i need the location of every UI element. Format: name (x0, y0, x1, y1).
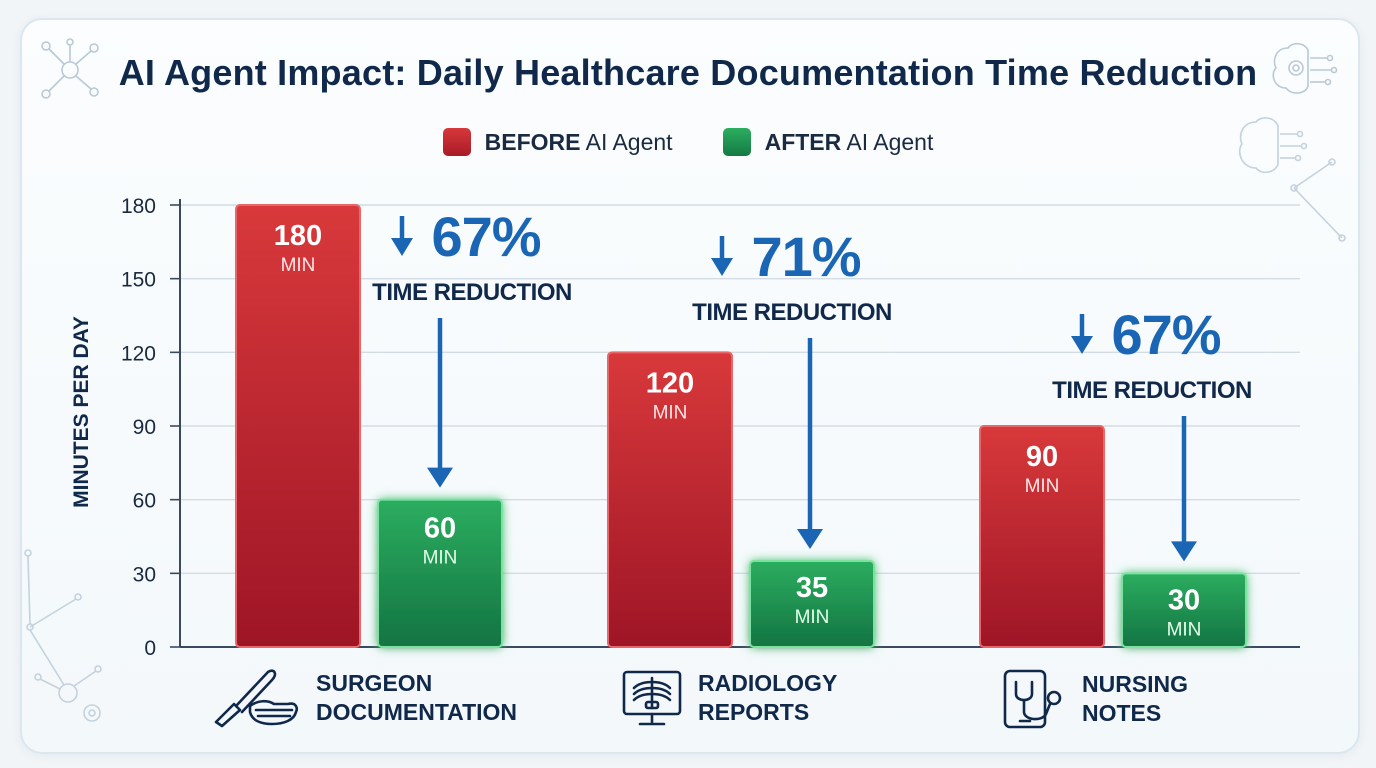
y-tick-label: 0 (144, 637, 156, 660)
bar-value-label: 90 (1026, 441, 1058, 473)
reduction-arrow-head (427, 467, 453, 488)
reduction-percent: 71% (751, 225, 860, 288)
bar-unit-label: MIN (281, 255, 316, 276)
bar-unit-label: MIN (423, 548, 458, 569)
tablet-stethoscope-icon (1003, 669, 1062, 729)
bar-after (377, 498, 503, 648)
legend-swatch-after (722, 128, 751, 156)
bar-unit-label: MIN (1167, 619, 1202, 640)
legend-label-after: AFTER AI Agent (764, 128, 934, 155)
reduction-label: TIME REDUCTION (1052, 377, 1252, 404)
y-tick-label: 30 (133, 563, 156, 586)
brain-gear-icon (1272, 42, 1338, 94)
bar-unit-label: MIN (1025, 476, 1060, 497)
bar-unit-label: MIN (653, 402, 688, 423)
bar-unit-label: MIN (795, 607, 830, 628)
reduction-annotation: 67% TIME REDUCTION (1052, 303, 1252, 562)
category-surgeon: SURGEON DOCUMENTATION (212, 668, 517, 728)
y-tick-label: 90 (133, 416, 156, 439)
legend-item-before: BEFORE AI Agent (442, 128, 673, 156)
y-tick-label: 180 (121, 195, 156, 218)
legend: BEFORE AI Agent AFTER AI Agent (0, 128, 1376, 156)
category-label-surgeon: SURGEON DOCUMENTATION (316, 670, 518, 725)
bar-value-label: 60 (424, 513, 456, 545)
bar-before (979, 425, 1105, 648)
chart-title: AI Agent Impact: Daily Healthcare Docume… (118, 52, 1258, 93)
reduction-label: TIME REDUCTION (692, 299, 892, 326)
bar-before (235, 204, 361, 648)
category-radiology: RADIOLOGY REPORTS (620, 668, 837, 728)
legend-item-after: AFTER AI Agent (722, 128, 934, 156)
bar-after (749, 560, 875, 648)
bar-value-label: 30 (1168, 584, 1200, 616)
category-label-radiology: RADIOLOGY REPORTS (698, 670, 838, 725)
y-tick-label: 150 (121, 269, 156, 292)
reduction-percent: 67% (1111, 303, 1220, 366)
down-arrow-head (391, 238, 413, 256)
reduction-annotation: 67% TIME REDUCTION (372, 205, 572, 488)
network-gear-icon (24, 549, 102, 722)
reduction-arrow-head (1171, 541, 1197, 562)
category-nursing: NURSING NOTES (1002, 668, 1188, 730)
bar-after (1121, 572, 1247, 648)
bar-before (607, 351, 733, 648)
bar-value-label: 35 (796, 572, 828, 604)
bar-value-label: 120 (646, 367, 694, 399)
category-label-nursing: NURSING NOTES (1082, 671, 1189, 726)
legend-swatch-before (442, 128, 471, 156)
reduction-annotation: 71% TIME REDUCTION (692, 225, 892, 550)
scalpel-mask-icon (214, 669, 299, 728)
reduction-percent: 67% (431, 205, 540, 268)
brain-circuit-icon (1238, 117, 1346, 242)
y-tick-label: 60 (133, 490, 156, 513)
reduction-label: TIME REDUCTION (372, 279, 572, 306)
y-tick-label: 120 (121, 342, 156, 365)
down-arrow-head (711, 258, 733, 276)
legend-label-before: BEFORE AI Agent (484, 128, 673, 155)
network-icon (41, 38, 99, 99)
bar-value-label: 180 (274, 220, 322, 252)
xray-monitor-icon (622, 670, 682, 726)
down-arrow-head (1071, 336, 1093, 354)
reduction-arrow-head (797, 529, 823, 550)
